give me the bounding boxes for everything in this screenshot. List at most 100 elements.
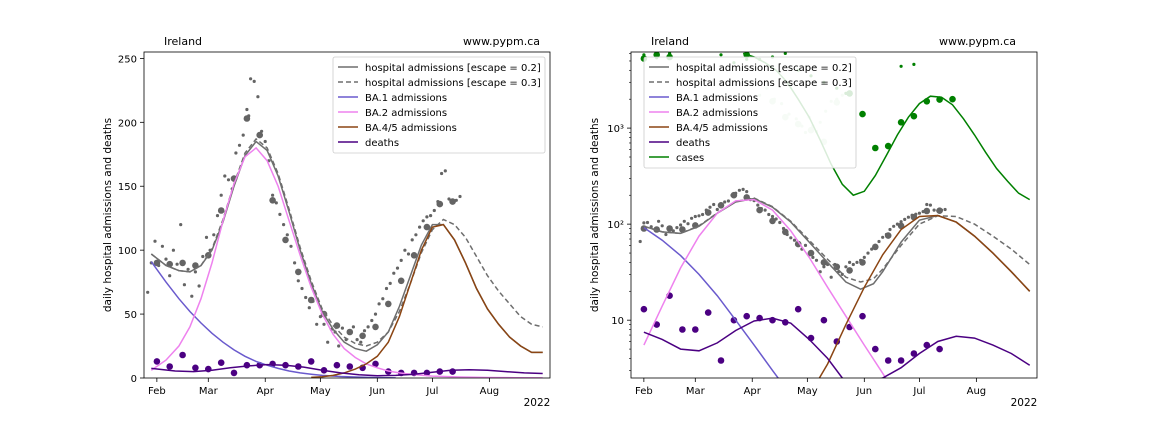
left-observed-point [256, 131, 264, 139]
left-x-tick-label: May [310, 386, 331, 397]
right-series-line-5 [643, 317, 1031, 378]
left-observed-point [449, 368, 456, 375]
right-observed-point [814, 258, 819, 262]
left-y-tick-label: 200 [118, 118, 137, 129]
right-observed-point [769, 217, 776, 225]
left-observed-point [410, 252, 418, 259]
left-observed-point [410, 238, 414, 242]
right-observed-point [899, 220, 903, 224]
right-observed-point [872, 243, 879, 251]
right-observed-point [719, 53, 723, 57]
left-observed-point [366, 325, 370, 329]
right-observed-point [741, 187, 745, 191]
right-observed-point [697, 214, 701, 218]
right-observed-point [917, 211, 922, 215]
right-observed-point [778, 220, 782, 225]
left-y-tick-label: 0 [131, 374, 137, 385]
right-observed-point [767, 212, 771, 217]
right-observed-point [844, 265, 848, 269]
left-x-tick-label: Aug [480, 386, 500, 397]
right-legend-label: deaths [676, 138, 710, 149]
right-legend-box [643, 56, 857, 169]
left-series-line-0 [150, 140, 543, 354]
right-observed-1 [640, 191, 943, 274]
right-observed-point [649, 225, 653, 229]
left-series-line-2 [150, 261, 396, 378]
left-plot-area [146, 77, 543, 378]
left-observed-point [219, 193, 223, 197]
left-observed-point [432, 208, 436, 213]
left-observed-point [166, 363, 173, 370]
left-observed-point [399, 258, 403, 262]
right-observed-point [820, 316, 828, 324]
left-observed-point [179, 223, 183, 227]
left-observed-point [458, 194, 462, 199]
right-observed-point [846, 267, 853, 274]
left-observed-point [359, 332, 366, 340]
right-legend-label: BA.4/5 admissions [676, 123, 768, 134]
right-observed-point [671, 229, 675, 233]
right-observed-point [923, 207, 931, 215]
right-axes-frame [630, 51, 1038, 379]
left-observed-point [307, 306, 311, 310]
left-observed-point [307, 296, 315, 304]
left-observed-point [269, 197, 276, 204]
right-observed-point [936, 207, 943, 214]
right-observed-point [859, 110, 866, 118]
right-observed-point [884, 232, 892, 239]
left-observed-point [168, 274, 172, 278]
right-observed-point [666, 225, 673, 232]
left-observed-point [296, 279, 300, 283]
left-observed-point [315, 322, 319, 326]
left-observed-point [217, 207, 225, 214]
left-y-tick-label: 250 [118, 54, 137, 65]
right-observed-point [949, 95, 956, 103]
right-observed-point [859, 312, 866, 320]
right-y-tick-label: 10 [611, 316, 624, 327]
left-observed-point [372, 360, 379, 368]
right-observed-6 [640, 292, 943, 364]
right-observed-point [782, 228, 789, 236]
right-observed-point [936, 345, 943, 353]
left-chart-title-left: Ireland [164, 35, 202, 48]
left-observed-point [392, 271, 396, 275]
right-y-tick-label: 10³ [607, 124, 624, 135]
right-observed-point [862, 255, 866, 259]
right-chart: Ireland www.pypm.ca daily hospital admis… [589, 35, 1038, 409]
right-observed-point [884, 357, 892, 364]
right-observed-point [899, 64, 903, 68]
left-observed-point [322, 322, 326, 326]
left-observed-point [304, 295, 308, 300]
left-observed-point [252, 79, 256, 83]
left-observed-point [237, 143, 242, 147]
left-observed-point [384, 286, 389, 291]
right-observed-point [708, 205, 712, 209]
left-legend-label: BA.1 admissions [365, 93, 447, 104]
right-observed-point [717, 202, 725, 209]
left-observed-point [300, 286, 304, 291]
left-observed-point [278, 212, 282, 216]
right-observed-point [794, 240, 802, 248]
right-observed-point [936, 96, 943, 103]
right-observed-point [664, 232, 668, 237]
right-series-line-3 [643, 198, 887, 378]
right-observed-point [743, 312, 750, 320]
left-observed-point [377, 302, 381, 306]
right-observed-point [872, 144, 879, 152]
right-observed-point [888, 227, 892, 232]
right-observed-point [653, 52, 660, 59]
left-observed-point [263, 139, 267, 144]
right-observed-point [912, 62, 916, 66]
right-observed-point [723, 200, 727, 204]
right-observed-point [704, 309, 712, 316]
right-observed-point [660, 224, 664, 228]
left-observed-point [355, 338, 359, 342]
right-observed-point [717, 357, 725, 364]
left-chart-year-label: 2022 [524, 397, 551, 409]
left-series-line-1 [150, 137, 543, 347]
left-observed-point [397, 277, 405, 285]
right-observed-point [730, 316, 738, 324]
right-observed-point [704, 209, 712, 216]
left-legend-label: BA.2 admissions [365, 108, 447, 119]
left-chart-title-right: www.pypm.ca [463, 35, 540, 48]
